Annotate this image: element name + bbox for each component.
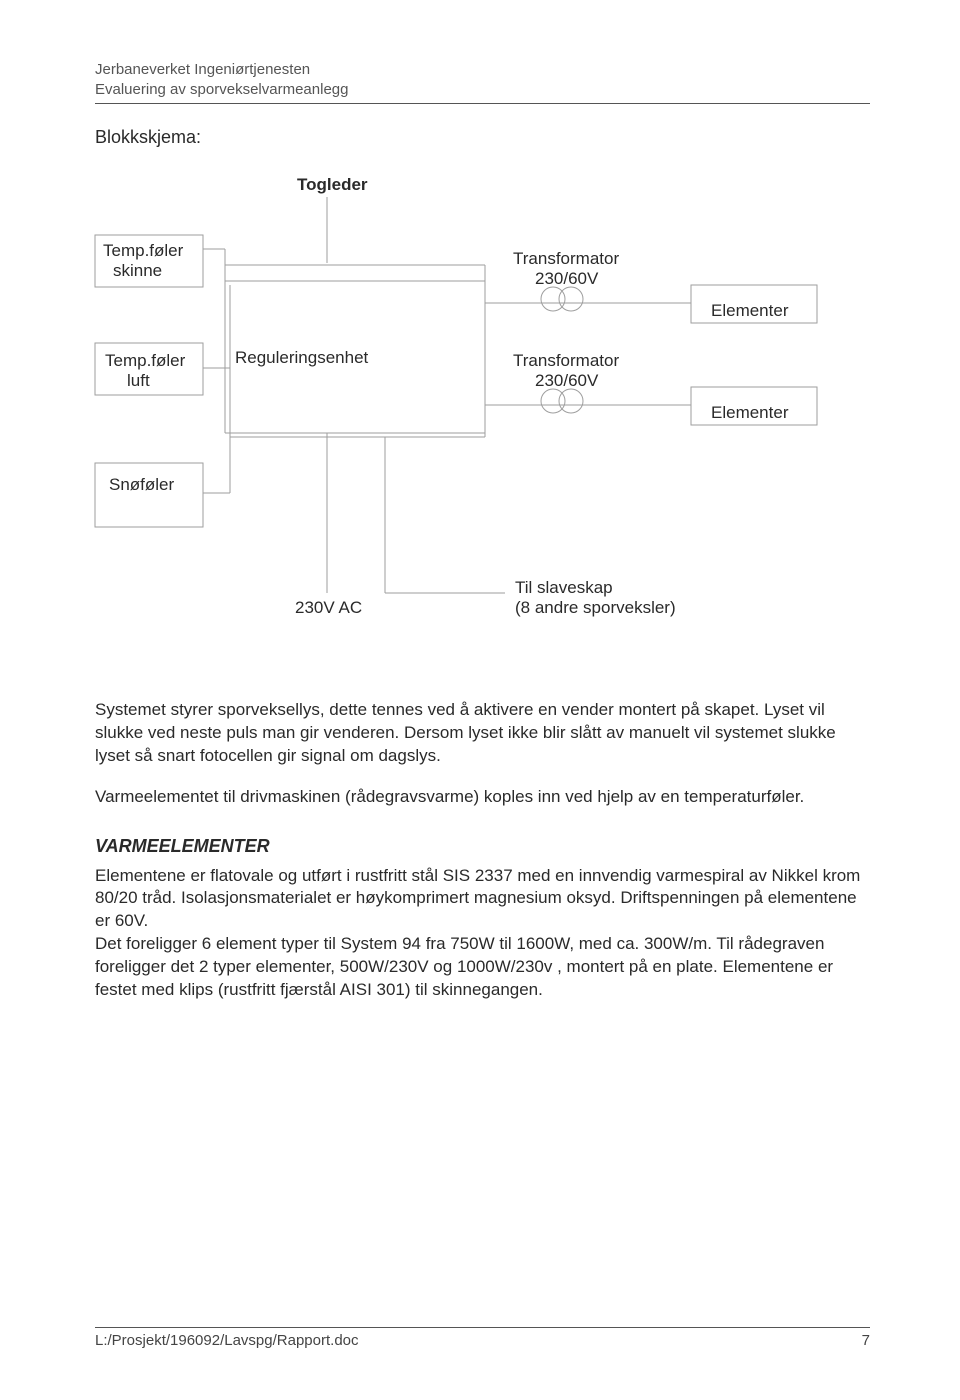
diagram-label-trans2b: 230/60V [535,371,598,391]
footer-page-number: 7 [862,1331,870,1351]
paragraph-2: Varmeelementet til drivmaskinen (rådegra… [95,786,870,809]
diagram-label-slave1: Til slaveskap [515,578,613,598]
diagram-label-togleder: Togleder [297,175,368,195]
diagram-label-tempSkinne1: Temp.føler [103,241,183,261]
diagram-label-tempLuft1: Temp.føler [105,351,185,371]
paragraph-1: Systemet styrer sporveksellys, dette ten… [95,699,870,768]
diagram-label-trans1a: Transformator [513,249,619,269]
page-footer: L:/Prosjekt/196092/Lavspg/Rapport.doc 7 [95,1327,870,1351]
footer-rule [95,1327,870,1328]
footer-path: L:/Prosjekt/196092/Lavspg/Rapport.doc [95,1331,359,1351]
header-title: Evaluering av sporvekselvarmeanlegg [95,80,870,100]
diagram-label-reg: Reguleringsenhet [235,348,368,368]
diagram-label-trans2a: Transformator [513,351,619,371]
block-diagram: ToglederTemp.følerskinneTemp.følerluftSn… [95,173,855,663]
header-org: Jerbaneverket Ingeniørtjenesten [95,60,870,80]
diagram-label-ac: 230V AC [295,598,362,618]
paragraph-3: Elementene er flatovale og utført i rust… [95,865,870,934]
diagram-label-slave2: (8 andre sporveksler) [515,598,676,618]
diagram-label-elem2: Elementer [711,403,788,423]
subheading-varmeelementer: VARMEELEMENTER [95,835,870,858]
paragraph-4: Det foreligger 6 element typer til Syste… [95,933,870,1002]
diagram-label-elem1: Elementer [711,301,788,321]
diagram-label-trans1b: 230/60V [535,269,598,289]
diagram-label-tempLuft2: luft [127,371,150,391]
header-rule [95,103,870,104]
diagram-label-tempSkinne2: skinne [113,261,162,281]
diagram-label-snofoler: Snøføler [109,475,174,495]
section-title: Blokkskjema: [95,126,870,149]
